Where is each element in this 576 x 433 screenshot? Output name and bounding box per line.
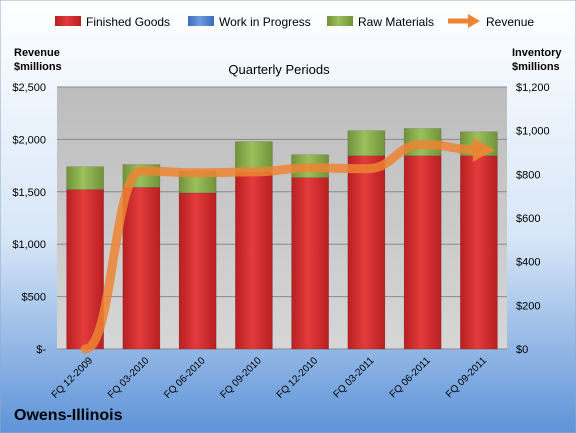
legend-label-work-in-progress: Work in Progress bbox=[219, 15, 311, 29]
right-tick-label: $400 bbox=[516, 257, 540, 269]
legend-swatch-work-in-progress bbox=[188, 16, 214, 26]
bar-finished-goods bbox=[347, 155, 386, 350]
right-tick-label: $0 bbox=[516, 344, 528, 356]
bar-finished-goods bbox=[178, 192, 217, 350]
right-axis-title: Inventory $millions bbox=[512, 47, 565, 73]
revenue-line bbox=[80, 140, 484, 354]
bar-finished-goods bbox=[235, 171, 273, 350]
chart-title: Quarterly Periods bbox=[228, 62, 330, 77]
left-tick-label: $500 bbox=[22, 292, 46, 304]
right-tick-label: $800 bbox=[516, 169, 540, 181]
legend-swatch-finished-goods bbox=[55, 16, 81, 26]
bar-raw-materials bbox=[347, 130, 386, 157]
left-tick-label: $1,500 bbox=[12, 187, 46, 199]
right-axis-title-line-2: $millions bbox=[512, 61, 560, 73]
legend-label-raw-materials: Raw Materials bbox=[358, 15, 434, 29]
bar-finished-goods bbox=[403, 155, 442, 350]
left-tick-label: $2,500 bbox=[12, 82, 46, 94]
right-tick-label: $1,200 bbox=[516, 82, 550, 94]
bar-finished-goods bbox=[460, 155, 498, 350]
legend-label-revenue: Revenue bbox=[486, 15, 534, 29]
right-axis-title-line-1: Inventory bbox=[512, 47, 562, 59]
right-tick-label: $1,000 bbox=[516, 126, 550, 138]
bar-finished-goods bbox=[291, 177, 329, 350]
legend: Finished Goods Work in Progress Raw Mate… bbox=[55, 14, 534, 29]
left-tick-label: $1,000 bbox=[12, 239, 46, 251]
legend-label-finished-goods: Finished Goods bbox=[86, 15, 170, 29]
right-tick-label: $200 bbox=[516, 300, 540, 312]
left-axis-title: Revenue $millions bbox=[14, 47, 63, 73]
bars bbox=[66, 128, 498, 350]
left-tick-label: $2,000 bbox=[12, 134, 46, 146]
left-axis-title-line-2: $millions bbox=[14, 61, 62, 73]
left-axis-title-line-1: Revenue bbox=[14, 47, 60, 59]
legend-swatch-revenue-arrow bbox=[468, 14, 480, 28]
revenue-line-group bbox=[80, 137, 495, 354]
left-tick-label: $- bbox=[36, 344, 46, 356]
bar-finished-goods bbox=[122, 187, 161, 350]
company-name: Owens-Illinois bbox=[14, 407, 123, 424]
bar-raw-materials bbox=[66, 166, 104, 190]
legend-swatch-raw-materials bbox=[327, 16, 353, 26]
revenue-arrowhead bbox=[472, 137, 495, 162]
right-tick-label: $600 bbox=[516, 213, 540, 225]
right-axis-ticks: $0 $200 $400 $600 $800 $1,000 $1,200 bbox=[516, 82, 550, 356]
left-axis-ticks: $- $500 $1,000 $1,500 $2,000 $2,500 bbox=[12, 82, 46, 356]
